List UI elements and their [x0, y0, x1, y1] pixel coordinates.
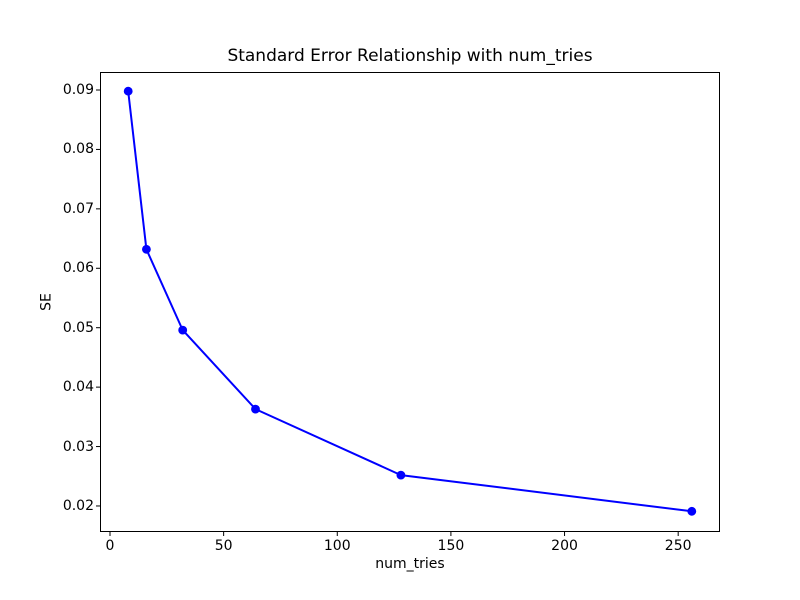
y-tick-label: 0.08	[62, 141, 94, 158]
y-tick-label: 0.05	[62, 319, 94, 336]
x-tick-label: 100	[323, 538, 351, 554]
x-tick-label: 150	[437, 538, 465, 554]
x-tick-label: 0	[105, 538, 115, 554]
y-tick-label: 0.09	[62, 82, 94, 98]
x-axis-label: num_tries	[375, 556, 445, 572]
x-tick-label: 200	[551, 538, 578, 554]
data-point-marker	[687, 506, 697, 516]
chart-title: Standard Error Relationship with num_tri…	[227, 46, 593, 66]
x-tick-label: 50	[214, 538, 233, 554]
y-tick-label: 0.04	[62, 379, 94, 396]
y-tick-label: 0.02	[62, 497, 94, 514]
data-point-marker	[396, 470, 406, 480]
data-point-marker	[178, 325, 188, 335]
y-tick-label: 0.06	[62, 260, 94, 277]
data-point-marker	[142, 244, 151, 254]
series-line	[127, 91, 692, 513]
y-axis-label: SE	[38, 293, 55, 311]
data-point-marker	[123, 86, 133, 96]
data-point-marker	[251, 404, 260, 414]
y-tick-label: 0.07	[62, 200, 94, 217]
x-tick-label: 250	[664, 538, 692, 554]
y-tick-label: 0.03	[62, 438, 94, 455]
axes-frame	[100, 72, 720, 532]
